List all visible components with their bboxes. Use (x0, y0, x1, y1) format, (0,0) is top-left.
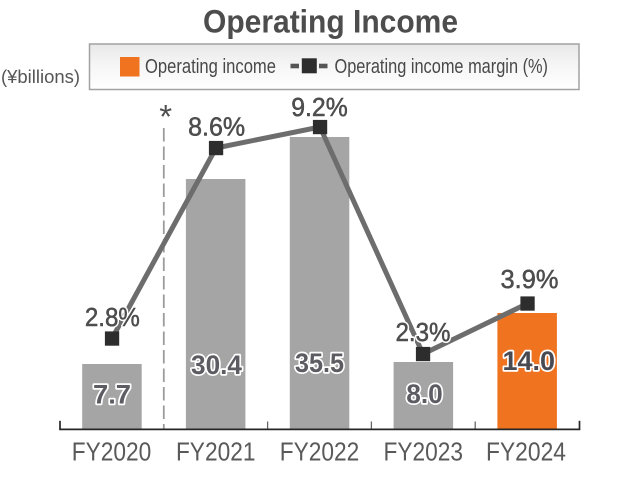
svg-text:14.0: 14.0 (503, 346, 556, 376)
svg-text:9.2%: 9.2% (291, 92, 348, 122)
svg-text:(¥billions): (¥billions) (1, 67, 80, 87)
svg-text:35.5: 35.5 (295, 348, 344, 378)
svg-text:2.3%: 2.3% (396, 317, 451, 347)
svg-text:*: * (159, 98, 172, 135)
svg-text:2.3%: 2.3% (396, 317, 451, 347)
svg-text:FY2022: FY2022 (280, 439, 360, 467)
svg-text:Operating Income: Operating Income (203, 4, 458, 40)
svg-text:2.8%: 2.8% (85, 302, 140, 332)
svg-text:30.4: 30.4 (191, 350, 242, 380)
svg-text:3.9%: 3.9% (501, 264, 559, 294)
svg-text:8.6%: 8.6% (188, 111, 245, 141)
svg-text:FY2020: FY2020 (72, 439, 152, 467)
svg-text:2.8%: 2.8% (85, 302, 140, 332)
svg-text:8.0: 8.0 (406, 379, 443, 409)
svg-text:8.6%: 8.6% (188, 111, 245, 141)
svg-text:Operating income margin (%): Operating income margin (%) (335, 56, 549, 78)
svg-text:FY2024: FY2024 (486, 439, 566, 467)
svg-text:9.2%: 9.2% (291, 92, 348, 122)
svg-text:3.9%: 3.9% (501, 264, 559, 294)
svg-text:FY2021: FY2021 (176, 439, 256, 467)
svg-text:Operating income: Operating income (145, 56, 276, 78)
svg-text:FY2023: FY2023 (384, 439, 464, 467)
svg-text:7.7: 7.7 (93, 380, 131, 410)
